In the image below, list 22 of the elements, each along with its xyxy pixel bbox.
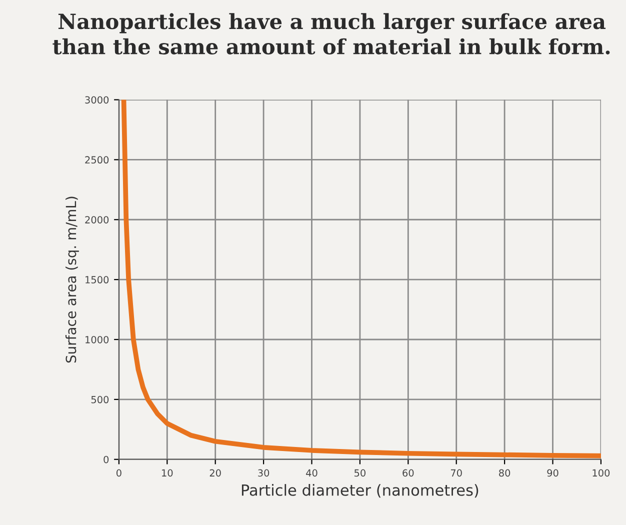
x-tick-label: 60: [402, 469, 414, 477]
chart-title: Nanoparticles have a much larger surface area than the same amount of material in bulk form.: [52, 13, 610, 54]
y-tick-label: 1000: [86, 336, 109, 344]
y-tick-label: 2000: [85, 216, 109, 224]
x-tick-label: 90: [547, 469, 558, 477]
x-axis-title: Particle diameter (nanometres): [242, 484, 478, 498]
x-tick-label: 40: [306, 469, 318, 477]
y-tick-label: 2500: [85, 156, 109, 164]
x-tick-label: 0: [116, 469, 122, 477]
x-tick-label: 80: [499, 469, 510, 477]
y-tick-label: 500: [91, 396, 109, 404]
x-tick-label: 10: [162, 469, 173, 477]
y-axis-title: Surface area (sq. m/mL): [65, 196, 79, 363]
y-tick-label: 0: [104, 456, 109, 464]
x-tick-label: 30: [258, 469, 270, 477]
x-tick-label: 100: [592, 469, 610, 477]
y-tick-label: 1500: [86, 276, 109, 284]
y-tick-label: 3000: [85, 96, 109, 104]
x-tick-label: 50: [354, 469, 366, 477]
x-tick-label: 20: [210, 469, 221, 477]
line-series: [121, 100, 601, 458]
x-tick-label: 70: [450, 469, 462, 477]
